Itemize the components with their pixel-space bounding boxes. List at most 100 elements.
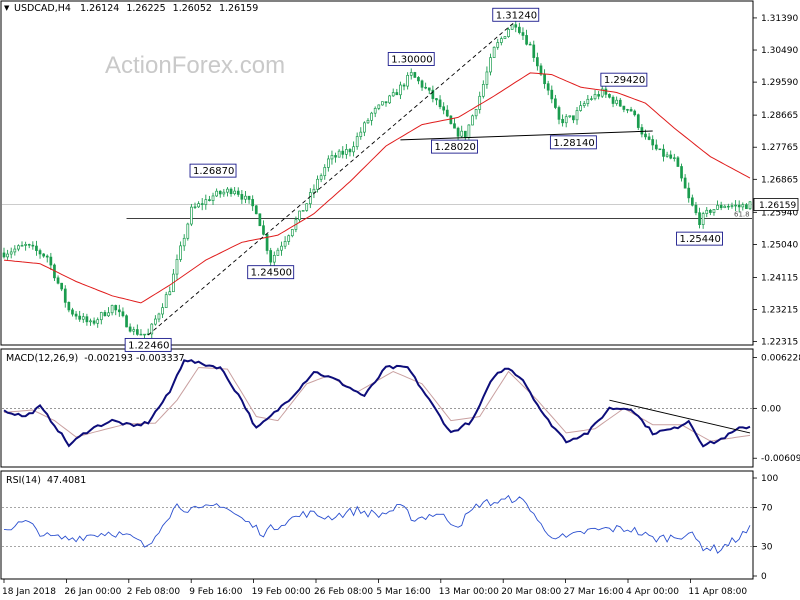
- candle: [74, 311, 78, 320]
- y-tick-label: 1.22315: [761, 338, 798, 348]
- candle: [741, 202, 745, 211]
- candle: [381, 101, 384, 106]
- candle: [31, 241, 35, 250]
- neckline-trendline: [400, 130, 653, 141]
- y-tick-label: 1.25940: [761, 208, 798, 218]
- macd-line: [3, 359, 751, 448]
- candle: [698, 207, 701, 229]
- y-tick-label: 1.24115: [761, 273, 798, 283]
- candle: [489, 53, 492, 76]
- candle: [56, 275, 60, 285]
- candle: [117, 304, 121, 317]
- rsi-tick-label: 0: [761, 572, 767, 582]
- x-tick-label: 26 Jan 00:00: [64, 587, 121, 597]
- candle: [345, 144, 348, 159]
- candle: [600, 85, 604, 98]
- candle: [222, 188, 226, 197]
- candle: [662, 144, 665, 162]
- rsi-panel-frame: [0, 470, 754, 580]
- candle: [13, 245, 17, 256]
- candle: [528, 41, 532, 46]
- candle: [38, 248, 42, 259]
- candle: [395, 88, 399, 96]
- candle: [453, 118, 456, 129]
- x-tick-label: 18 Jan 2018: [2, 587, 56, 597]
- candle: [71, 307, 74, 317]
- candle: [258, 213, 262, 227]
- price-plot: 61.8 1.22460 1.26870 1.24500 1.30000 1.28020 1…: [2, 7, 752, 352]
- candle: [20, 241, 24, 247]
- candle: [575, 106, 579, 125]
- candle: [262, 220, 265, 236]
- candle: [701, 211, 705, 229]
- candle: [247, 195, 251, 204]
- price-label: 1.24500: [247, 265, 295, 280]
- candle: [229, 187, 233, 197]
- channel-trendline: [147, 20, 517, 336]
- candle: [96, 317, 100, 328]
- candle: [514, 19, 518, 33]
- candle: [518, 22, 521, 35]
- candle: [654, 139, 658, 151]
- price-label: 1.28020: [431, 139, 478, 154]
- candle: [78, 310, 82, 322]
- candle: [611, 95, 615, 108]
- candle: [168, 286, 172, 296]
- candle: [690, 194, 694, 207]
- candle: [745, 203, 748, 210]
- candle: [370, 111, 373, 126]
- candle: [503, 36, 507, 40]
- rsi-title: RSI(14) 47.4081: [6, 475, 86, 486]
- candle: [723, 204, 727, 209]
- candle: [326, 155, 330, 172]
- candle: [45, 254, 49, 263]
- candle: [546, 80, 550, 96]
- x-tick-label: 26 Feb 08:00: [314, 587, 373, 597]
- candle: [190, 203, 193, 227]
- candle: [672, 153, 676, 162]
- candle: [110, 304, 114, 316]
- price-label: 1.25440: [676, 231, 723, 246]
- svg-text:1.30000: 1.30000: [391, 55, 432, 66]
- candle: [445, 105, 449, 118]
- candle: [391, 88, 395, 97]
- candle: [460, 125, 464, 138]
- candle: [669, 150, 673, 160]
- candle: [532, 40, 536, 62]
- candle: [687, 182, 691, 203]
- candle: [554, 94, 557, 110]
- x-tick-label: 9 Feb 16:00: [189, 587, 243, 597]
- candle: [164, 291, 168, 308]
- candle: [269, 247, 273, 268]
- candle: [244, 191, 247, 204]
- price-label: 1.30000: [387, 52, 435, 66]
- candle: [6, 249, 9, 260]
- candle: [161, 303, 164, 318]
- candle: [211, 192, 215, 206]
- candle: [388, 94, 391, 104]
- candle: [572, 115, 575, 124]
- candle: [363, 121, 366, 137]
- candle: [114, 304, 118, 316]
- candle: [2, 247, 6, 259]
- rsi-tick-label: 70: [761, 503, 773, 513]
- candle: [128, 323, 132, 333]
- candle: [633, 109, 637, 117]
- price-label: 1.26870: [189, 163, 237, 178]
- candle: [89, 318, 92, 326]
- candle: [748, 201, 752, 211]
- candle: [352, 141, 355, 157]
- panel-collapse-icon[interactable]: ▼: [4, 4, 10, 12]
- macd-tick-label: 0.00: [761, 404, 781, 414]
- candle: [218, 190, 222, 198]
- rsi-line: [3, 494, 751, 554]
- candle: [132, 326, 136, 336]
- candle: [49, 252, 53, 271]
- watermark: ActionForex.com: [105, 52, 285, 79]
- candle: [402, 83, 406, 91]
- candle: [9, 247, 13, 259]
- candle: [438, 95, 442, 110]
- candle: [81, 313, 85, 323]
- candle: [626, 108, 629, 114]
